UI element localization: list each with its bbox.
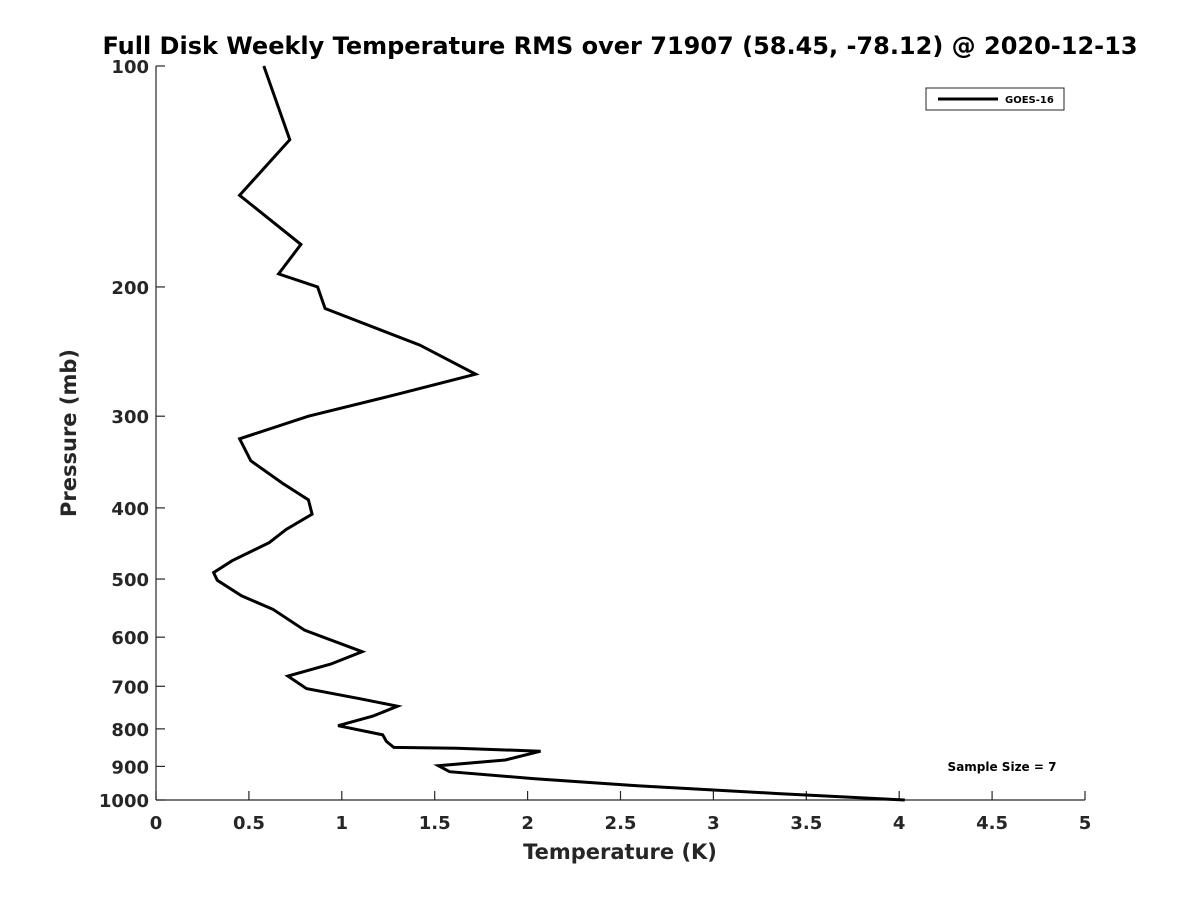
x-tick-label: 1.5 bbox=[419, 813, 451, 834]
y-tick-label: 800 bbox=[111, 720, 149, 741]
legend: GOES-16 bbox=[925, 87, 1065, 111]
y-tick-label: 1000 bbox=[99, 791, 149, 812]
x-tick-label: 0.5 bbox=[233, 813, 265, 834]
series-line-goes-16 bbox=[211, 65, 905, 802]
y-tick-label: 500 bbox=[111, 570, 149, 591]
x-axis-label: Temperature (K) bbox=[523, 840, 717, 864]
axes bbox=[155, 66, 1085, 801]
x-tick-label: 2.5 bbox=[605, 813, 637, 834]
y-tick-label: 700 bbox=[111, 677, 149, 698]
y-tick-label: 300 bbox=[111, 407, 149, 428]
y-tick-label: 400 bbox=[111, 499, 149, 520]
y-tick-label: 200 bbox=[111, 278, 149, 299]
sample-size-annotation: Sample Size = 7 bbox=[948, 760, 1057, 774]
y-axis-label: Pressure (mb) bbox=[57, 349, 81, 517]
x-tick-label: 3.5 bbox=[790, 813, 822, 834]
x-tick-label: 0 bbox=[150, 813, 163, 834]
x-tick-label: 1 bbox=[336, 813, 349, 834]
chart-title: Full Disk Weekly Temperature RMS over 71… bbox=[102, 32, 1137, 60]
legend-entry-goes-16: GOES-16 bbox=[1005, 95, 1054, 106]
y-tick-label: 100 bbox=[111, 57, 149, 78]
x-tick-label: 2 bbox=[521, 813, 534, 834]
series-layer bbox=[211, 65, 905, 802]
y-tick-label: 900 bbox=[111, 757, 149, 778]
y-axis-ticks: 100 200 300 400 500 600 700 800 900 1000 bbox=[99, 57, 165, 812]
x-tick-label: 4 bbox=[893, 813, 906, 834]
x-tick-label: 5 bbox=[1079, 813, 1092, 834]
x-tick-label: 4.5 bbox=[976, 813, 1008, 834]
x-axis-ticks: 0 0.5 1 1.5 2 2.5 3 3.5 4 4.5 5 bbox=[150, 791, 1092, 834]
x-tick-label: 3 bbox=[707, 813, 720, 834]
y-tick-label: 600 bbox=[111, 628, 149, 649]
